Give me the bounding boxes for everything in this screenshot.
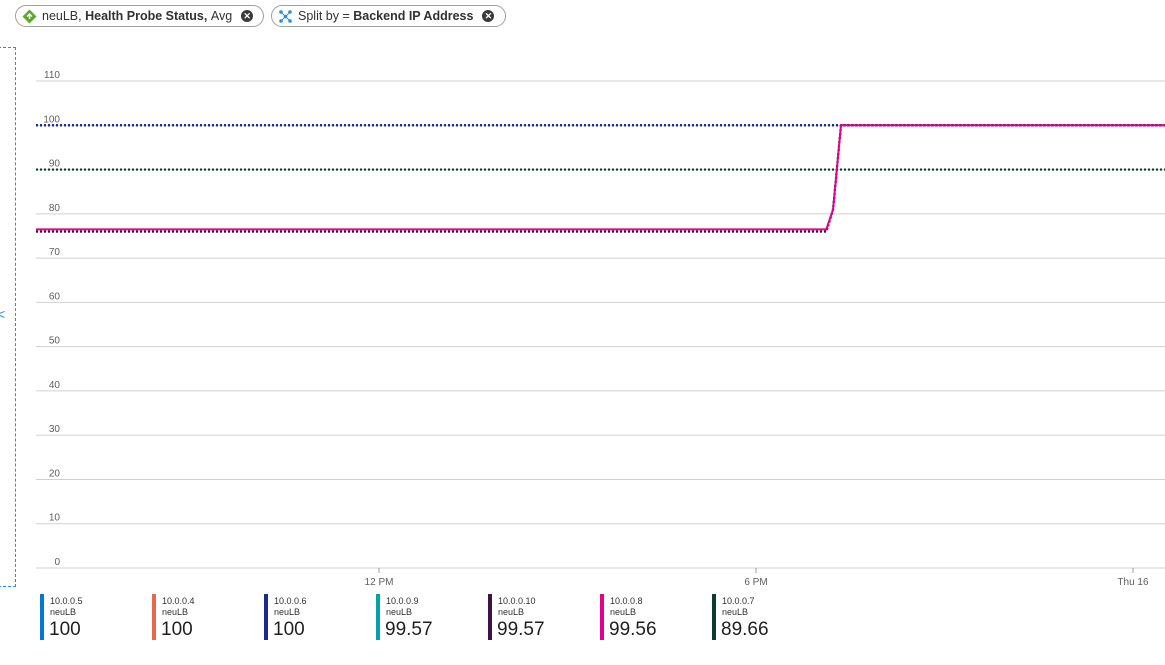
y-tick-label: 80 [49,203,61,214]
legend-ip: 10.0.0.9 [386,596,419,606]
split-prefix: Split by = [298,9,350,23]
x-tick-label: 6 PM [744,577,767,588]
legend-ip: 10.0.0.6 [274,596,307,606]
metric-name: Health Probe Status, [85,9,208,23]
line-chart[interactable]: 0 10 20 30 40 50 60 70 80 90 100 110 12 PM 6 PM Thu 16 [0,60,1165,590]
legend-resource: neuLB [722,607,749,617]
y-tick-label: 110 [44,70,60,81]
y-tick-label: 100 [43,114,60,125]
y-tick-label: 90 [49,159,61,170]
chevron-left-icon[interactable]: < [0,306,6,322]
legend-color-swatch [600,594,604,640]
split-dimension: Backend IP Address [353,9,474,23]
legend-value: 100 [49,619,81,640]
y-tick-label: 10 [49,513,61,524]
chart-selection-box [0,47,16,587]
legend-value: 99.57 [497,619,545,640]
legend-value: 99.57 [385,619,433,640]
legend-resource: neuLB [274,607,301,617]
legend-ip: 10.0.0.8 [610,596,643,606]
metric-resource: neuLB, [42,9,82,23]
legend-ip: 10.0.0.5 [50,596,83,606]
legend-value: 89.66 [721,619,769,640]
legend-value: 100 [161,619,193,640]
close-icon[interactable]: ✕ [241,10,254,22]
legend-value: 99.56 [609,619,657,640]
y-tick-label: 30 [49,424,61,435]
legend-color-swatch [264,594,268,640]
legend-resource: neuLB [50,607,77,617]
legend-color-swatch [712,594,716,640]
legend-resource: neuLB [386,607,413,617]
legend-color-swatch [40,594,44,640]
x-tick-label: Thu 16 [1117,577,1149,588]
series-line-10-0-0-8 [36,124,1165,231]
legend-color-swatch [488,594,492,640]
legend-color-swatch [152,594,156,640]
series-line-10-0-0-9 [36,124,1165,233]
legend-resource: neuLB [498,607,525,617]
legend-ip: 10.0.0.7 [722,596,755,606]
legend-ip: 10.0.0.10 [498,596,536,606]
series-line-10-0-0-10 [36,124,1165,233]
legend-color-swatch [376,594,380,640]
split-icon [278,9,293,24]
legend-resource: neuLB [610,607,637,617]
legend-ip: 10.0.0.4 [162,596,195,606]
legend-value: 100 [273,619,305,640]
y-tick-label: 0 [54,557,60,568]
y-tick-label: 40 [49,380,61,391]
close-icon[interactable]: ✕ [482,10,495,22]
metric-filter-pill[interactable]: neuLB, Health Probe Status, Avg ✕ [15,5,264,27]
y-tick-label: 50 [49,336,61,347]
metric-aggregation: Avg [210,9,233,23]
y-tick-label: 60 [49,291,61,302]
x-tick-label: 12 PM [365,577,394,588]
load-balancer-icon [22,9,37,24]
legend-resource: neuLB [162,607,189,617]
y-tick-label: 70 [49,247,61,258]
split-filter-pill[interactable]: Split by = Backend IP Address ✕ [271,5,506,27]
y-tick-label: 20 [49,468,61,479]
